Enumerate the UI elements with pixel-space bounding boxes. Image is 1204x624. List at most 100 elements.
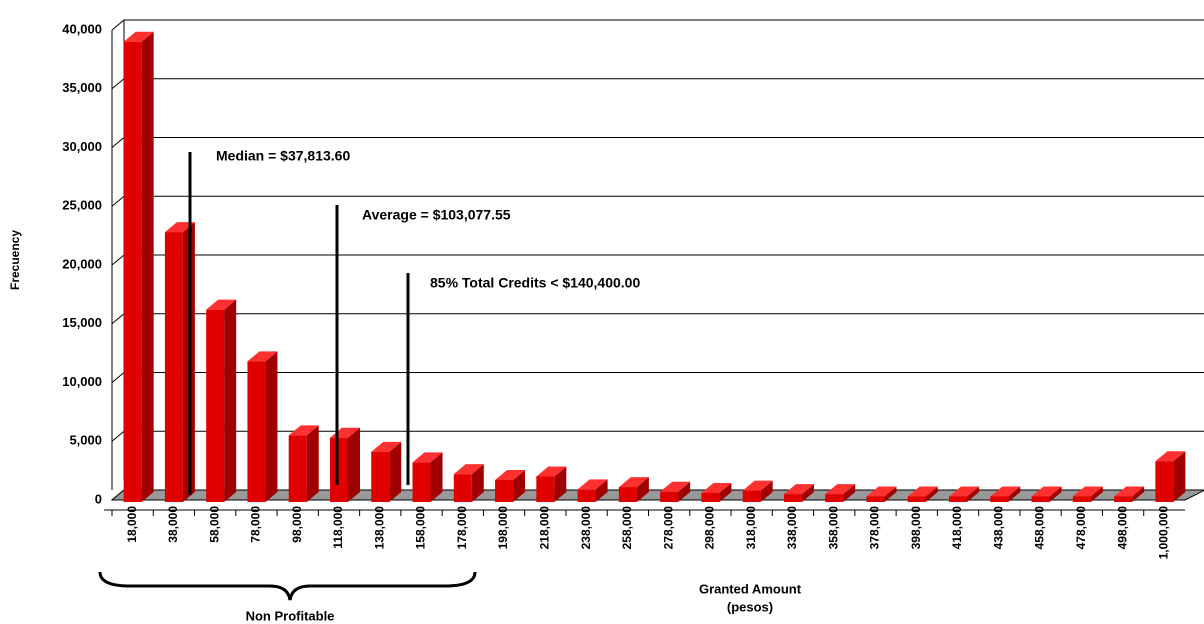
- x-tick-label: 238,000: [579, 506, 593, 550]
- brace: [98, 571, 477, 601]
- bar-side: [678, 481, 691, 502]
- y-tick-label: 0: [95, 491, 102, 506]
- bar: [1031, 496, 1050, 502]
- bar-side: [347, 427, 360, 502]
- bar-top: [577, 479, 608, 490]
- annotation: Median = $37,813.60: [216, 148, 350, 164]
- x-tick-label: 298,000: [703, 506, 717, 550]
- bar-side: [595, 479, 608, 502]
- x-tick-label: 358,000: [826, 506, 840, 550]
- x-tick-label: 118,000: [331, 506, 345, 549]
- grid-line-side: [111, 137, 125, 148]
- bar: [618, 487, 637, 502]
- bar-top: [206, 299, 237, 310]
- grid-line-side: [111, 313, 125, 325]
- bar-side: [884, 486, 897, 502]
- grid-line-side: [111, 430, 125, 442]
- bar-side: [1008, 486, 1021, 502]
- bar: [412, 462, 431, 502]
- bar: [866, 496, 885, 502]
- bar-side: [1049, 486, 1062, 502]
- x-tick-label: 158,000: [414, 506, 428, 550]
- bar: [536, 476, 555, 502]
- bar: [1114, 496, 1133, 502]
- bar-side: [719, 482, 732, 502]
- bar: [577, 489, 596, 502]
- bar-top: [866, 486, 897, 497]
- bar: [164, 232, 183, 502]
- bar-side: [843, 484, 856, 502]
- bar-top: [660, 481, 691, 492]
- bar-top: [495, 470, 526, 481]
- bar: [495, 480, 514, 502]
- bar-top: [1031, 486, 1062, 497]
- bar: [660, 491, 679, 502]
- annotation: 85% Total Credits < $140,400.00: [430, 275, 640, 291]
- bar-side: [430, 452, 443, 502]
- y-tick-label: 30,000: [62, 139, 102, 154]
- x-axis-label: (pesos): [727, 599, 773, 614]
- bar-side: [967, 486, 980, 502]
- bar-side: [265, 351, 278, 502]
- y-tick-label: 5,000: [69, 433, 102, 448]
- bar: [206, 309, 225, 502]
- x-tick-label: 178,000: [455, 506, 469, 550]
- y-tick-label: 15,000: [62, 315, 102, 330]
- bar: [783, 494, 802, 502]
- x-tick-label: 258,000: [620, 506, 634, 550]
- x-tick-label: 478,000: [1074, 506, 1088, 550]
- y-axis-label: Frecuency: [8, 230, 22, 290]
- bar-side: [389, 441, 402, 502]
- bar-top: [949, 486, 980, 497]
- bar-side: [1173, 451, 1186, 502]
- group-label: Non Profitable: [246, 608, 335, 623]
- bar-side: [1090, 486, 1103, 502]
- y-tick-label: 10,000: [62, 374, 102, 389]
- bar-top: [371, 441, 402, 452]
- bar-top: [164, 222, 195, 233]
- x-tick-label: 318,000: [744, 506, 758, 550]
- bar-side: [306, 425, 319, 502]
- x-tick-label: 58,000: [207, 506, 221, 543]
- bar-top: [453, 464, 484, 475]
- bar-side: [636, 477, 649, 502]
- x-tick-label: 138,000: [372, 506, 386, 550]
- bar-side: [760, 480, 773, 502]
- bar-top: [907, 486, 938, 497]
- y-tick-label: 20,000: [62, 256, 102, 271]
- bar: [371, 451, 390, 502]
- bar-side: [554, 466, 567, 502]
- bar-top: [536, 466, 567, 477]
- bar-side: [513, 470, 526, 502]
- bar: [742, 490, 761, 502]
- bar: [123, 41, 142, 502]
- bar: [990, 496, 1009, 502]
- bar-top: [123, 31, 154, 42]
- x-tick-label: 198,000: [496, 506, 510, 550]
- grid-line-side: [111, 254, 125, 266]
- x-tick-label: 418,000: [950, 506, 964, 550]
- bar-side: [224, 299, 237, 502]
- annotation: Average = $103,077.55: [362, 207, 511, 223]
- x-axis-label: Granted Amount: [699, 581, 802, 596]
- bar-top: [247, 351, 278, 362]
- x-tick-label: 338,000: [785, 506, 799, 550]
- bar-top: [825, 484, 856, 495]
- bar: [949, 496, 968, 502]
- y-tick-label: 35,000: [62, 80, 102, 95]
- bar: [1155, 461, 1174, 502]
- bar-side: [141, 31, 154, 502]
- x-tick-label: 498,000: [1115, 506, 1129, 550]
- x-tick-label: 1,000,000: [1157, 506, 1171, 560]
- grid-line-side: [111, 19, 125, 31]
- bar-top: [742, 480, 773, 491]
- bar-top: [288, 425, 319, 436]
- bar: [247, 361, 266, 502]
- grid-line-side: [111, 372, 125, 383]
- grid-line-side: [111, 78, 125, 90]
- bar: [701, 492, 720, 502]
- bar: [453, 474, 472, 502]
- x-tick-label: 278,000: [661, 506, 675, 550]
- bar-top: [412, 452, 443, 463]
- y-tick-label: 25,000: [62, 198, 102, 213]
